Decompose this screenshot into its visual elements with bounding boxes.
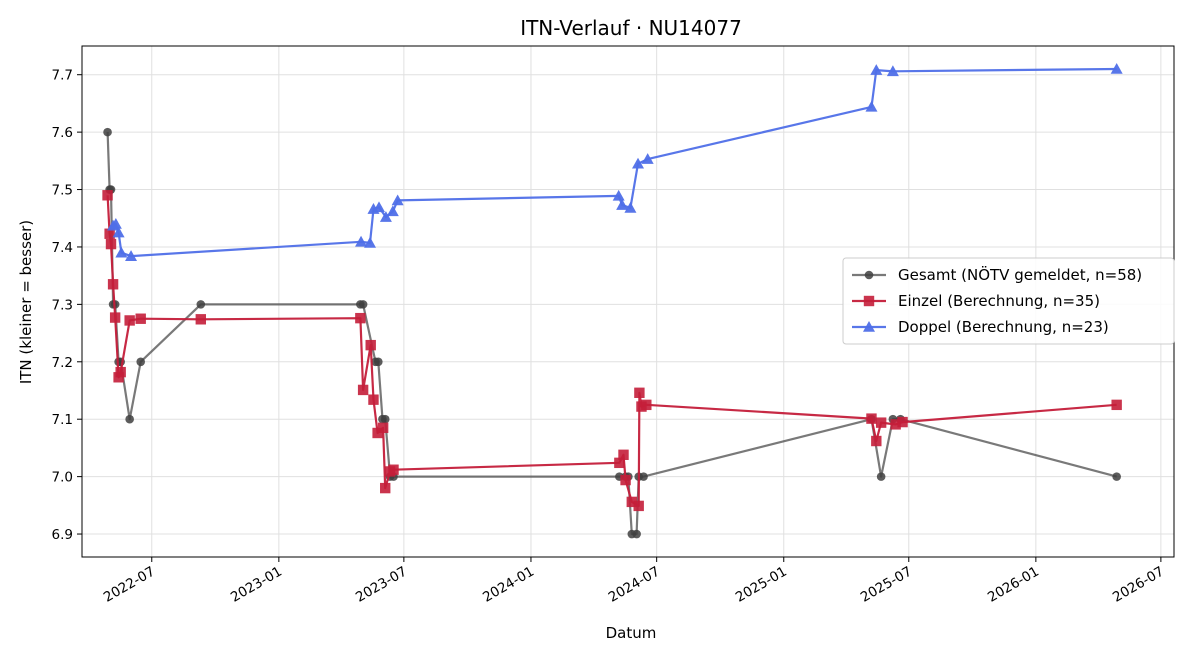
- data-point: [115, 366, 126, 378]
- data-point: [632, 157, 645, 169]
- data-point: [196, 300, 206, 309]
- series-layer: [102, 62, 1123, 539]
- data-point: [358, 300, 368, 309]
- data-point: [104, 228, 115, 239]
- legend-marker: [863, 295, 875, 307]
- legend-entry: Doppel (Berechnung, n=23): [852, 318, 1109, 336]
- data-point: [641, 399, 652, 411]
- data-point: [364, 236, 377, 248]
- data-point: [870, 64, 883, 75]
- data-point: [365, 339, 376, 351]
- data-point: [372, 427, 383, 439]
- data-point: [380, 414, 390, 424]
- data-point: [1111, 399, 1122, 411]
- data-point: [135, 313, 146, 324]
- series-square: [102, 190, 1122, 512]
- y-tick-label: 7.5: [52, 183, 73, 199]
- y-tick-label: 7.7: [52, 68, 73, 84]
- data-point: [391, 194, 404, 206]
- data-point: [616, 199, 629, 210]
- data-point: [109, 217, 122, 229]
- data-point: [886, 65, 899, 77]
- data-point: [614, 457, 625, 469]
- data-point: [639, 472, 648, 481]
- data-point: [125, 250, 138, 261]
- data-point: [634, 387, 645, 398]
- legend-marker: [864, 270, 874, 280]
- data-point: [871, 435, 882, 447]
- data-point: [355, 235, 368, 247]
- data-point: [890, 419, 901, 430]
- y-tick-label: 7.4: [52, 240, 73, 256]
- data-point: [109, 312, 121, 323]
- y-tick-label: 6.9: [52, 527, 73, 543]
- data-point: [125, 414, 134, 424]
- data-point: [374, 357, 383, 367]
- data-point: [388, 464, 399, 475]
- data-point: [368, 394, 379, 405]
- legend-entry: Einzel (Berechnung, n=35): [852, 292, 1100, 310]
- legend: Gesamt (NÖTV gemeldet, n=58) Einzel (Bere…: [842, 257, 1175, 345]
- data-point: [115, 246, 128, 258]
- y-tick-label: 7.2: [52, 355, 73, 371]
- legend-entry: Gesamt (NÖTV gemeldet, n=58): [852, 265, 1142, 284]
- data-point: [380, 482, 391, 494]
- data-point: [876, 472, 886, 481]
- data-point: [612, 189, 625, 201]
- data-point: [897, 416, 908, 428]
- data-point: [112, 226, 125, 238]
- data-point: [620, 474, 631, 486]
- chart-title: ITN-Verlauf · NU14077: [520, 16, 742, 40]
- legend-label: Gesamt (NÖTV gemeldet, n=58): [898, 265, 1142, 284]
- data-point: [124, 315, 135, 326]
- data-point: [136, 357, 146, 367]
- data-point: [624, 201, 637, 213]
- data-point: [875, 417, 887, 428]
- data-point: [865, 100, 878, 112]
- legend-label: Doppel (Berechnung, n=23): [898, 318, 1109, 336]
- data-point: [379, 211, 392, 222]
- data-point: [632, 529, 641, 539]
- data-point: [641, 153, 654, 164]
- data-point: [355, 312, 366, 324]
- data-point: [1112, 472, 1121, 481]
- data-point: [105, 238, 117, 250]
- legend-box: [842, 257, 1175, 345]
- data-point: [373, 201, 386, 213]
- x-axis-label: Datum: [606, 624, 657, 642]
- data-point: [377, 422, 389, 434]
- data-point: [107, 279, 119, 290]
- y-tick-label: 7.0: [52, 470, 73, 486]
- data-point: [626, 496, 637, 508]
- data-point: [102, 190, 113, 201]
- data-point: [618, 449, 629, 460]
- series-triangle: [107, 62, 1123, 261]
- data-point: [195, 314, 207, 325]
- y-tick-label: 7.6: [52, 125, 73, 141]
- y-tick-label: 7.3: [52, 297, 73, 313]
- data-point: [103, 127, 112, 137]
- legend-marker: [863, 321, 875, 332]
- y-tick-label: 7.1: [52, 412, 73, 428]
- y-axis-label: ITN (kleiner = besser): [17, 220, 35, 384]
- data-point: [1110, 62, 1123, 74]
- data-point: [866, 413, 877, 424]
- data-point: [633, 500, 644, 512]
- legend-label: Einzel (Berechnung, n=35): [898, 292, 1100, 310]
- data-point: [357, 384, 369, 396]
- data-point: [386, 205, 399, 217]
